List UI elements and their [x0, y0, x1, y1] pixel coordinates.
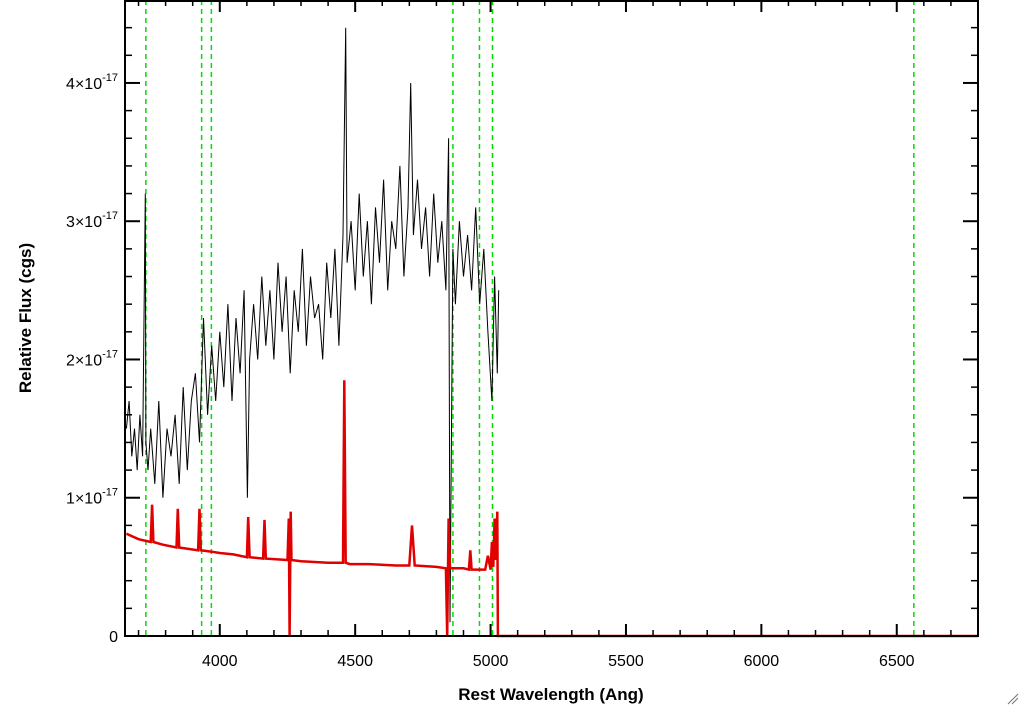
x-tick-label: 4500	[337, 653, 373, 670]
plot-frame	[124, 0, 979, 637]
x-axis-ticks: 4000 4500 5000 5500 6000 6500	[137, 0, 979, 670]
x-tick-label: 6000	[744, 653, 780, 670]
resize-grip-icon	[1007, 693, 1019, 705]
y-tick-label: 3×10-17	[66, 210, 118, 231]
y-tick-label: 4×10-17	[66, 72, 118, 93]
emission-line-markers	[145, 0, 915, 636]
x-tick-label: 6500	[879, 653, 915, 670]
spectrum-series-line	[125, 27, 500, 623]
x-tick-label: 5000	[473, 653, 509, 670]
y-axis-ticks: 0 1×10-17 2×10-17 3×10-17 4×10-17	[66, 0, 978, 646]
error-series-line	[125, 380, 978, 638]
y-axis-title: Relative Flux (cgs)	[16, 243, 35, 393]
x-tick-label: 4000	[202, 653, 238, 670]
y-tick-label: 2×10-17	[66, 348, 118, 369]
x-axis-title: Rest Wavelength (Ang)	[458, 685, 643, 704]
x-tick-label: 5500	[608, 653, 644, 670]
y-tick-label: 0	[109, 629, 118, 646]
y-tick-label: 1×10-17	[66, 487, 118, 508]
